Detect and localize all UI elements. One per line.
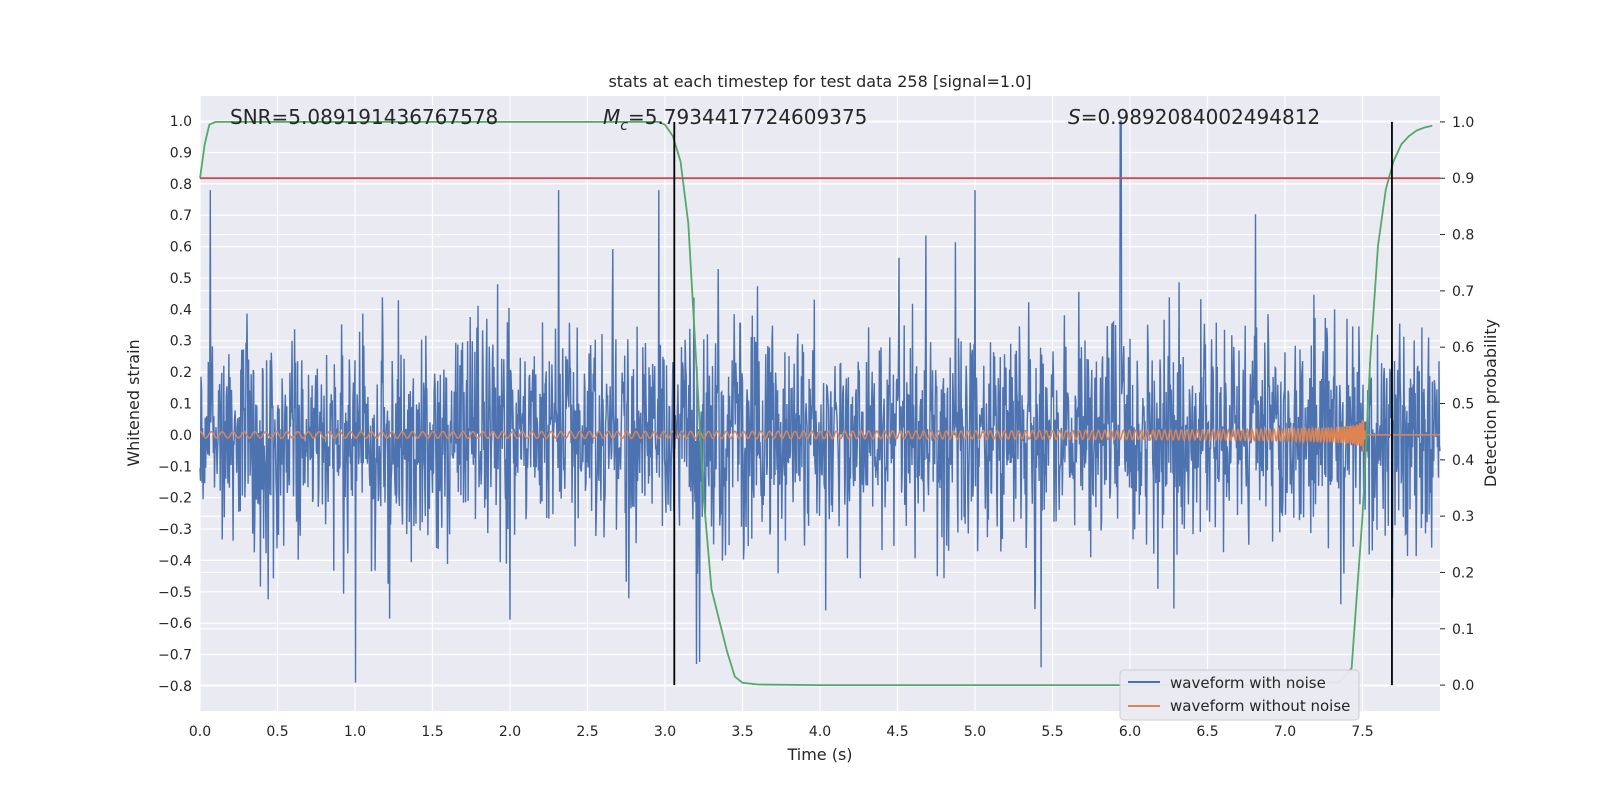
clean-series-line bbox=[199, 419, 1440, 453]
y-tick-label: 0.2 bbox=[170, 365, 192, 381]
x-tick-label: 1.5 bbox=[421, 724, 443, 740]
noise-series-line bbox=[199, 120, 1441, 683]
legend: waveform with noise waveform without noi… bbox=[1119, 669, 1360, 721]
chart-title: stats at each timestep for test data 258… bbox=[608, 72, 1031, 91]
y-tick-label: 0.9 bbox=[170, 145, 192, 161]
score-value: =0.9892084002494812 bbox=[1081, 105, 1320, 129]
x-tick-label: 3.0 bbox=[654, 724, 676, 740]
y-tick-label: 1.0 bbox=[170, 114, 192, 130]
score-symbol: S bbox=[1068, 105, 1081, 129]
y2-tick-label: 0.9 bbox=[1452, 171, 1474, 187]
y2-tick-label: 0.7 bbox=[1452, 284, 1474, 300]
x-tick-label: 6.5 bbox=[1196, 724, 1218, 740]
y-tick-label: 0.7 bbox=[170, 208, 192, 224]
vertical-markers bbox=[673, 121, 1393, 686]
y2-tick-label: 0.2 bbox=[1452, 565, 1474, 581]
y2-tick-label: 1.0 bbox=[1452, 115, 1474, 131]
y-tick-labels: 1.0 0.9 0.8 0.7 0.6 0.5 0.4 0.3 0.2 0.1 0.0 −0.1 −0.… bbox=[158, 114, 192, 695]
y-tick-label: −0.3 bbox=[158, 522, 192, 538]
legend-label-noise: waveform with noise bbox=[1170, 674, 1326, 692]
y2-tick-label: 0.3 bbox=[1452, 509, 1474, 525]
y2-tick-label: 0.8 bbox=[1452, 228, 1474, 244]
y-tick-label: −0.1 bbox=[158, 459, 192, 475]
y2-tick-label: 0.5 bbox=[1452, 397, 1474, 413]
y-tick-label: 0.4 bbox=[170, 302, 192, 318]
score-annotation: S=0.9892084002494812 bbox=[1068, 105, 1320, 129]
y-tick-label: −0.2 bbox=[158, 491, 192, 507]
y-tick-label: 0.6 bbox=[170, 240, 192, 256]
legend-label-clean: waveform without noise bbox=[1170, 697, 1350, 715]
x-axis-label: Time (s) bbox=[786, 745, 852, 764]
x-tick-label: 1.0 bbox=[344, 724, 366, 740]
y-tick-label: 0.5 bbox=[170, 271, 192, 287]
y2-tick-label: 0.0 bbox=[1452, 678, 1474, 694]
y-tick-label: −0.4 bbox=[158, 553, 192, 569]
y2-tick-label: 0.4 bbox=[1452, 453, 1474, 469]
y2-tick-label: 0.1 bbox=[1452, 622, 1474, 638]
y-tick-label: 0.0 bbox=[170, 428, 192, 444]
x-tick-label: 5.0 bbox=[964, 724, 986, 740]
y-axis-label: Whitened strain bbox=[124, 339, 143, 466]
series-detection-probability bbox=[199, 121, 1440, 686]
chirp-mass-symbol: M bbox=[603, 105, 620, 129]
x-tick-label: 4.5 bbox=[886, 724, 908, 740]
snr-annotation: SNR=5.089191436767578 bbox=[230, 105, 498, 129]
x-tick-label: 6.0 bbox=[1119, 724, 1141, 740]
x-tick-label: 4.0 bbox=[809, 724, 831, 740]
y-tick-label: 0.8 bbox=[170, 177, 192, 193]
x-tick-label: 2.5 bbox=[576, 724, 598, 740]
probability-line bbox=[199, 121, 1433, 686]
x-tick-label: 5.5 bbox=[1041, 724, 1063, 740]
x-tick-label: 2.0 bbox=[499, 724, 521, 740]
y-tick-label: 0.3 bbox=[170, 334, 192, 350]
x-tick-labels: 0.0 0.5 1.0 1.5 2.0 2.5 3.0 3.5 4.0 4.5 5.0 5.5 6.0 6… bbox=[189, 724, 1374, 740]
chirp-mass-subscript: c bbox=[620, 118, 628, 134]
y-tick-label: −0.8 bbox=[158, 679, 192, 695]
x-tick-label: 0.0 bbox=[189, 724, 211, 740]
y-tick-label: −0.7 bbox=[158, 648, 192, 664]
chirp-mass-annotation: Mc=5.7934417724609375 bbox=[603, 105, 867, 134]
legend-box bbox=[1119, 669, 1360, 721]
series-waveform-with-noise bbox=[199, 120, 1441, 683]
x-tick-label: 7.0 bbox=[1274, 724, 1296, 740]
series-waveform-without-noise bbox=[199, 419, 1440, 453]
x-tick-label: 0.5 bbox=[266, 724, 288, 740]
y2-axis-label: Detection probability bbox=[1481, 319, 1500, 487]
y2-tick-label: 0.6 bbox=[1452, 340, 1474, 356]
chirp-mass-value: =5.7934417724609375 bbox=[628, 105, 867, 129]
y-tick-label: −0.5 bbox=[158, 585, 192, 601]
y-tick-label: 0.1 bbox=[170, 397, 192, 413]
x-tick-label: 7.5 bbox=[1351, 724, 1373, 740]
y2-tick-labels: 1.0 0.9 0.8 0.7 0.6 0.5 0.4 0.3 0.2 0.1 0.0 bbox=[1440, 115, 1474, 694]
y-tick-label: −0.6 bbox=[158, 616, 192, 632]
x-tick-label: 3.5 bbox=[731, 724, 753, 740]
